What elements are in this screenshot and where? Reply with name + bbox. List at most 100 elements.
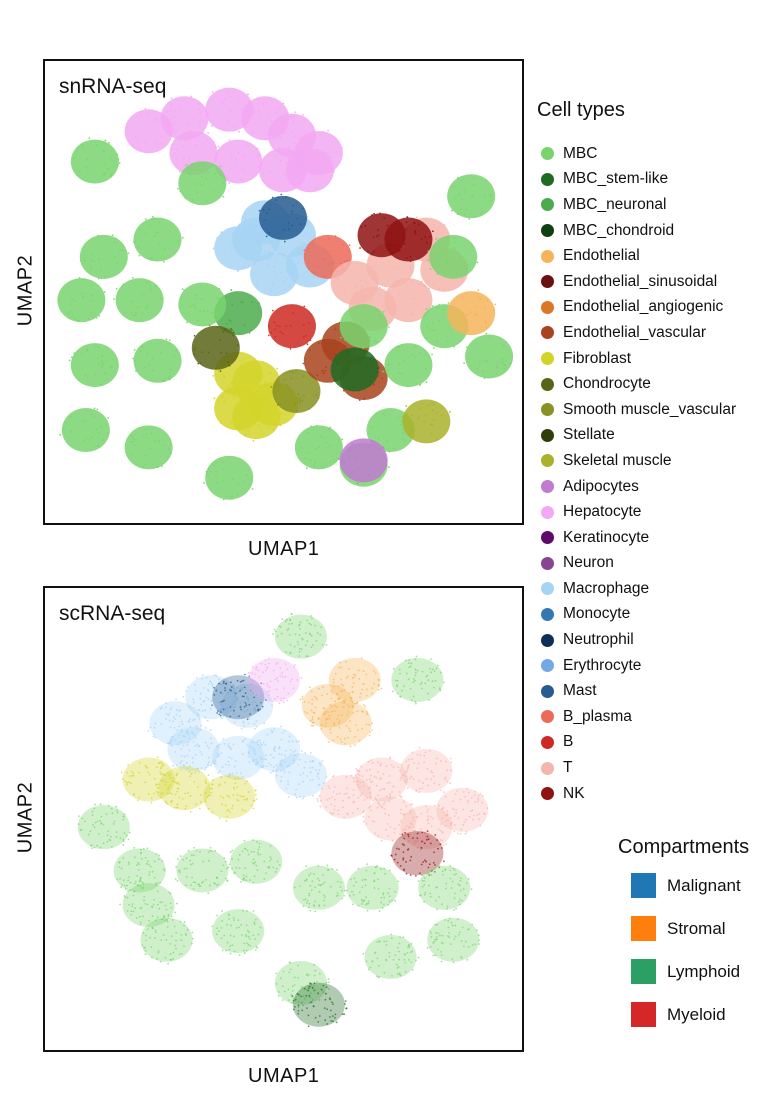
cell-dot bbox=[242, 795, 245, 798]
cell-dot bbox=[447, 926, 450, 929]
cell-dot bbox=[116, 261, 119, 264]
cell-dot bbox=[398, 791, 401, 793]
cell-dot bbox=[294, 793, 297, 796]
cell-dot bbox=[210, 470, 213, 473]
cell-dot bbox=[129, 441, 132, 444]
cell-dot bbox=[139, 876, 142, 879]
cell-dot bbox=[443, 224, 446, 227]
cell-dot bbox=[268, 114, 270, 117]
cell-dot bbox=[347, 813, 349, 816]
cell-dot bbox=[289, 644, 292, 646]
cell-dot bbox=[155, 141, 158, 143]
cell-dot bbox=[359, 279, 362, 282]
cell-dot bbox=[427, 250, 430, 253]
cell-dot bbox=[139, 852, 142, 855]
cell-dot bbox=[152, 903, 155, 906]
cell-dot bbox=[261, 101, 264, 104]
cell-dot bbox=[454, 330, 457, 333]
cell-dot bbox=[327, 711, 329, 713]
cell-dot bbox=[215, 689, 218, 692]
cell-dot bbox=[309, 872, 312, 875]
cell-dot bbox=[376, 864, 378, 867]
cell-dot bbox=[297, 993, 300, 996]
cell-dot bbox=[265, 765, 268, 768]
cell-dot bbox=[398, 972, 401, 975]
cell-dot bbox=[228, 773, 231, 776]
cell-dot bbox=[183, 945, 185, 947]
cell-dot bbox=[301, 797, 304, 800]
cell-dot bbox=[272, 399, 275, 402]
cell-dot bbox=[272, 770, 274, 772]
cell-dot bbox=[321, 131, 324, 134]
cluster-point bbox=[259, 195, 307, 240]
cell-dot bbox=[149, 288, 152, 291]
cell-dot bbox=[284, 663, 287, 666]
cell-dot bbox=[457, 817, 460, 819]
cell-dot bbox=[408, 812, 411, 815]
cell-dot bbox=[468, 218, 471, 220]
cell-dot bbox=[222, 680, 225, 683]
cell-dot bbox=[264, 381, 266, 384]
cell-dot bbox=[250, 850, 253, 853]
cell-dot bbox=[412, 819, 415, 822]
cluster-mast bbox=[211, 673, 267, 721]
cell-dot bbox=[344, 339, 347, 341]
cell-dot bbox=[222, 195, 225, 198]
cell-dot bbox=[316, 877, 319, 880]
cell-dot bbox=[149, 865, 152, 868]
cell-dot bbox=[357, 904, 360, 907]
cell-dot bbox=[369, 805, 372, 808]
cell-dot bbox=[211, 925, 214, 928]
cell-dot bbox=[438, 805, 440, 807]
cell-dot bbox=[334, 672, 337, 675]
cell-dot bbox=[375, 341, 378, 344]
cell-dot bbox=[301, 399, 304, 402]
cell-dot bbox=[304, 711, 306, 713]
scrna-x-axis-label: UMAP1 bbox=[248, 1065, 320, 1087]
cell-dot bbox=[318, 999, 321, 1001]
cell-dot bbox=[388, 450, 390, 453]
cell-dot bbox=[245, 704, 248, 707]
cell-dot bbox=[246, 704, 249, 707]
cell-dot bbox=[311, 716, 314, 719]
cell-dot bbox=[448, 917, 451, 920]
cell-dot bbox=[156, 786, 159, 789]
cell-dot bbox=[237, 919, 240, 921]
cell-dot bbox=[139, 923, 142, 926]
cell-dot bbox=[425, 675, 428, 678]
legend-label: Skeletal muscle bbox=[563, 451, 672, 469]
cell-dot bbox=[424, 891, 427, 894]
cell-dot bbox=[199, 310, 202, 313]
legend-marker bbox=[541, 684, 554, 698]
cell-dot bbox=[294, 142, 297, 145]
cell-dot bbox=[88, 137, 91, 140]
cell-dot bbox=[303, 457, 306, 460]
cell-dot bbox=[362, 785, 365, 787]
cell-dot bbox=[421, 670, 424, 673]
cell-dot bbox=[180, 933, 183, 936]
cell-dot bbox=[379, 315, 382, 318]
cell-dot bbox=[284, 255, 287, 258]
cell-dot bbox=[241, 686, 244, 689]
cell-dot bbox=[122, 283, 125, 286]
cell-dot bbox=[176, 772, 179, 775]
cell-dot bbox=[365, 673, 368, 676]
cell-dot bbox=[245, 695, 248, 698]
cell-dot bbox=[320, 435, 322, 437]
cell-dot bbox=[370, 444, 373, 447]
cell-dot bbox=[180, 728, 183, 731]
cell-dot bbox=[193, 780, 196, 783]
cell-dot bbox=[465, 830, 468, 833]
cell-dot bbox=[85, 158, 88, 161]
cell-dot bbox=[293, 666, 295, 668]
cell-dot bbox=[327, 978, 330, 980]
cell-dot bbox=[280, 738, 283, 741]
cell-dot bbox=[176, 781, 179, 784]
cell-dot bbox=[334, 700, 337, 703]
cell-dot bbox=[194, 683, 196, 686]
cell-dot bbox=[155, 790, 158, 793]
cell-dot bbox=[350, 262, 353, 264]
cell-dot bbox=[453, 938, 456, 940]
cell-dot bbox=[145, 280, 148, 283]
cell-dot bbox=[329, 426, 332, 429]
